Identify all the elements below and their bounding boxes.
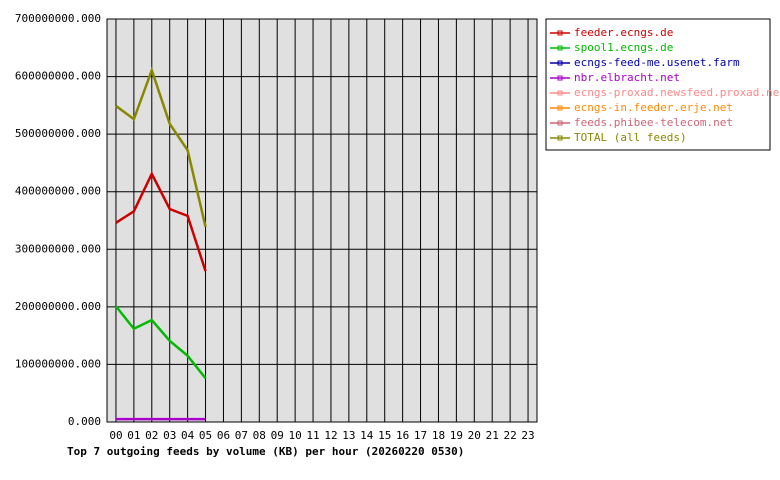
y-tick-label: 300000000.000 bbox=[15, 242, 101, 255]
legend-marker bbox=[557, 75, 563, 81]
x-tick-label: 12 bbox=[324, 429, 337, 442]
x-tick-label: 23 bbox=[521, 429, 534, 442]
legend-marker bbox=[557, 30, 563, 36]
plot-border bbox=[106, 18, 538, 423]
x-tick-label: 06 bbox=[217, 429, 230, 442]
x-tick-label: 13 bbox=[342, 429, 355, 442]
x-tick-label: 01 bbox=[127, 429, 140, 442]
legend-marker bbox=[557, 135, 563, 141]
legend-label: ecngs-proxad.newsfeed.proxad.net bbox=[574, 86, 780, 99]
x-tick-label: 00 bbox=[109, 429, 122, 442]
legend-label: ecngs-feed-me.usenet.farm bbox=[574, 56, 740, 69]
x-tick-label: 17 bbox=[414, 429, 427, 442]
legend-label: feeds.phibee-telecom.net bbox=[574, 116, 733, 129]
legend-label: nbr.elbracht.net bbox=[574, 71, 680, 84]
x-tick-label: 04 bbox=[181, 429, 195, 442]
y-tick-label: 600000000.000 bbox=[15, 70, 101, 83]
legend-label: ecngs-in.feeder.erje.net bbox=[574, 101, 733, 114]
plot-area bbox=[107, 19, 537, 422]
x-tick-label: 21 bbox=[486, 429, 499, 442]
x-tick-label: 02 bbox=[145, 429, 158, 442]
legend-marker bbox=[557, 45, 563, 51]
legend-label: TOTAL (all feeds) bbox=[574, 131, 687, 144]
legend-label: spool1.ecngs.de bbox=[574, 41, 673, 54]
y-tick-label: 400000000.000 bbox=[15, 185, 101, 198]
series-line bbox=[114, 305, 207, 380]
legend-marker bbox=[557, 120, 563, 126]
legend-marker bbox=[557, 60, 563, 66]
series-line bbox=[115, 66, 207, 228]
x-tick-label: 10 bbox=[289, 429, 302, 442]
x-tick-label: 19 bbox=[450, 429, 463, 442]
x-tick-label: 08 bbox=[253, 429, 266, 442]
x-tick-label: 18 bbox=[432, 429, 445, 442]
y-tick-label: 100000000.000 bbox=[15, 357, 101, 370]
y-tick-label: 500000000.000 bbox=[15, 127, 101, 140]
x-tick-label: 11 bbox=[306, 429, 319, 442]
legend-marker bbox=[557, 105, 563, 111]
y-tick-label: 200000000.000 bbox=[15, 300, 101, 313]
x-tick-label: 07 bbox=[235, 429, 248, 442]
x-tick-label: 05 bbox=[199, 429, 212, 442]
x-tick-label: 16 bbox=[396, 429, 409, 442]
legend-box bbox=[545, 18, 771, 151]
series-line bbox=[115, 171, 207, 272]
y-tick-label: 0.000 bbox=[68, 415, 101, 428]
legend-label: feeder.ecngs.de bbox=[574, 26, 673, 39]
x-tick-label: 09 bbox=[271, 429, 284, 442]
y-tick-label: 700000000.000 bbox=[15, 12, 101, 25]
x-tick-label: 14 bbox=[360, 429, 374, 442]
x-tick-label: 22 bbox=[504, 429, 517, 442]
chart-title: Top 7 outgoing feeds by volume (KB) per … bbox=[67, 445, 464, 458]
x-tick-label: 20 bbox=[468, 429, 481, 442]
x-tick-label: 15 bbox=[378, 429, 391, 442]
x-tick-label: 03 bbox=[163, 429, 176, 442]
legend-marker bbox=[557, 90, 563, 96]
